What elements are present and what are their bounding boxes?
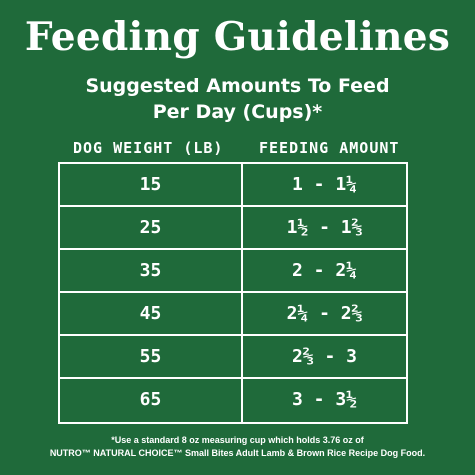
table-row: 45 2¼ - 2⅔ (60, 293, 406, 336)
weight-cell: 55 (139, 346, 162, 367)
amount-cell: 1½ - 1⅔ (286, 217, 363, 238)
amount-cell: 1 - 1¼ (291, 174, 358, 195)
table-row: 65 3 - 3½ (60, 379, 406, 422)
feeding-table: 15 1 - 1¼ 25 1½ - 1⅔ 35 2 - 2¼ 45 2¼ - 2… (58, 162, 408, 424)
table-row: 35 2 - 2¼ (60, 250, 406, 293)
table-row: 55 2⅔ - 3 (60, 336, 406, 379)
column-header-feeding-amount: FEEDING AMOUNT (259, 139, 400, 157)
table-row: 15 1 - 1¼ (60, 164, 406, 207)
column-divider (241, 164, 243, 422)
weight-cell: 45 (139, 303, 162, 324)
amount-cell: 2 - 2¼ (291, 260, 358, 281)
amount-cell: 2¼ - 2⅔ (286, 303, 363, 324)
page-title: Feeding Guidelines (24, 14, 451, 60)
subtitle-line-2: Per Day (Cups)* (152, 101, 323, 123)
amount-cell: 2⅔ - 3 (291, 346, 358, 367)
subtitle-line-1: Suggested Amounts To Feed (85, 75, 390, 97)
table-row: 25 1½ - 1⅔ (60, 207, 406, 250)
footnote-line-1: *Use a standard 8 oz measuring cup which… (111, 435, 364, 445)
weight-cell: 25 (139, 217, 162, 238)
weight-cell: 65 (139, 389, 162, 410)
weight-cell: 15 (139, 174, 162, 195)
weight-cell: 35 (139, 260, 162, 281)
amount-cell: 3 - 3½ (291, 389, 358, 410)
column-header-dog-weight: DOG WEIGHT (LB) (73, 139, 224, 157)
footnote-line-2: NUTRO™ NATURAL CHOICE™ Small Bites Adult… (49, 448, 426, 458)
